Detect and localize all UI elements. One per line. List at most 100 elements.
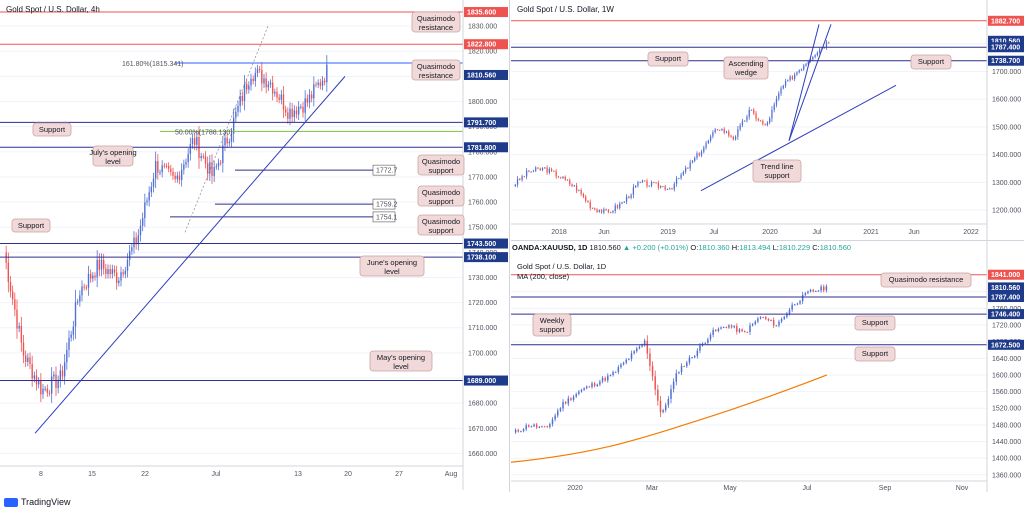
price-tick-label: 1660.000 (468, 451, 497, 458)
level-box-label: 1759.2 (376, 202, 398, 209)
candle-body (120, 272, 122, 281)
candle-body (118, 280, 120, 284)
candle-body (549, 424, 551, 428)
candle-body (183, 164, 185, 170)
price-tick-label: 1600.000 (992, 97, 1021, 104)
candle-body (196, 137, 198, 145)
candle-body (580, 190, 582, 195)
candle-body (326, 64, 328, 83)
candle-body (636, 348, 638, 352)
candle-body (728, 325, 730, 328)
candle-body (37, 380, 40, 385)
candle-body (235, 111, 237, 118)
candle-body (219, 162, 222, 164)
time-tick-label: Sep (879, 485, 892, 492)
time-tick-label: Jun (598, 229, 609, 236)
candle-body (193, 138, 196, 145)
candle-body (786, 313, 788, 317)
candle-body (749, 325, 751, 332)
candle-body (548, 168, 550, 173)
symbol-name: OANDA:XAUUSD, 1D (512, 243, 588, 252)
chart-4h[interactable]: 161.80%(1815.341) 50.00%(1788.130) 1772.7 1… (0, 0, 508, 490)
fib-label: 161.80%(1815.341) (122, 61, 184, 68)
candle-body (79, 295, 81, 302)
candle-body (562, 402, 564, 409)
candle-body (263, 78, 265, 84)
candle-body (16, 309, 18, 329)
time-tick-label: Jul (710, 229, 719, 236)
candle-body (621, 202, 623, 204)
candle-body (787, 80, 789, 82)
time-tick-label: Jul (212, 471, 221, 478)
candle-body (589, 202, 591, 208)
candle-body (562, 176, 564, 179)
candle-body (664, 186, 666, 190)
candle-body (641, 344, 643, 347)
candle-body (667, 398, 670, 406)
candle-body (678, 178, 680, 180)
candle-body (746, 331, 749, 333)
price-tick-label: 1760.000 (468, 200, 497, 207)
low-label: L: (772, 243, 779, 252)
candle-body (684, 167, 687, 172)
candle-body (523, 176, 526, 178)
candle-body (284, 109, 287, 113)
candle-body (637, 182, 639, 186)
candle-body (712, 329, 714, 335)
candle-body (622, 362, 625, 365)
candle-body (630, 194, 632, 198)
candle-body (555, 171, 557, 177)
candle-body (541, 168, 544, 171)
candle-body (200, 156, 202, 159)
candle-body (709, 334, 712, 340)
candle-body (514, 429, 517, 433)
candle-body (11, 291, 14, 300)
candle-body (189, 143, 192, 155)
candle-body (191, 138, 194, 144)
price-change: ▲ +0.200 (+0.01%) (622, 243, 689, 252)
price-tick-label: 1640.000 (992, 356, 1021, 363)
callout-may-open-text: May's opening (377, 353, 425, 362)
candle-body (619, 203, 621, 208)
candle-body (672, 381, 675, 390)
last-price: 1810.560 (589, 243, 621, 252)
callout-june-open (359, 255, 425, 277)
tradingview-logo[interactable]: TradingView (4, 497, 71, 508)
candle-body (538, 426, 541, 428)
candle-body (748, 109, 750, 117)
candle-body (759, 120, 762, 122)
candle-body (757, 318, 759, 322)
candle-body (261, 69, 263, 84)
panel-1w[interactable]: 1800.0001700.0001600.0001500.0001400.000… (511, 0, 1024, 240)
candle-body (600, 210, 603, 213)
candle-body (693, 355, 696, 358)
candle-body (625, 196, 628, 202)
price-tick-label: 1720.000 (468, 300, 497, 307)
price-tick-label: 1200.000 (992, 208, 1021, 215)
candle-body (686, 362, 688, 367)
price-tag-label: 1689.000 (467, 378, 496, 385)
candle-body (522, 429, 525, 432)
trend-line (34, 76, 346, 434)
candle-body (638, 346, 641, 349)
candle-body (89, 273, 92, 279)
candle-body (814, 55, 816, 58)
candle-body (812, 289, 814, 292)
chart-1d[interactable]: 1800.0001760.0001720.0001680.0001640.000… (511, 241, 1024, 492)
candle-body (265, 78, 267, 88)
candle-body (659, 400, 662, 413)
time-tick-label: 2020 (762, 229, 778, 236)
candle-body (678, 372, 680, 374)
candle-body (304, 98, 306, 113)
panel-1d[interactable]: 1800.0001760.0001720.0001680.0001640.000… (511, 241, 1024, 492)
chart-1w[interactable]: 1800.0001700.0001600.0001500.0001400.000… (511, 0, 1024, 240)
candle-body (98, 259, 101, 270)
panel-4h[interactable]: 161.80%(1815.341) 50.00%(1788.130) 1772.7 1… (0, 0, 508, 490)
candle-body (31, 364, 33, 379)
price-tick-label: 1520.000 (992, 406, 1021, 413)
candle-body (528, 170, 530, 172)
candle-body (525, 170, 528, 177)
time-tick-label: 8 (39, 471, 43, 478)
candle-body (35, 375, 38, 385)
candle-body (570, 398, 572, 400)
